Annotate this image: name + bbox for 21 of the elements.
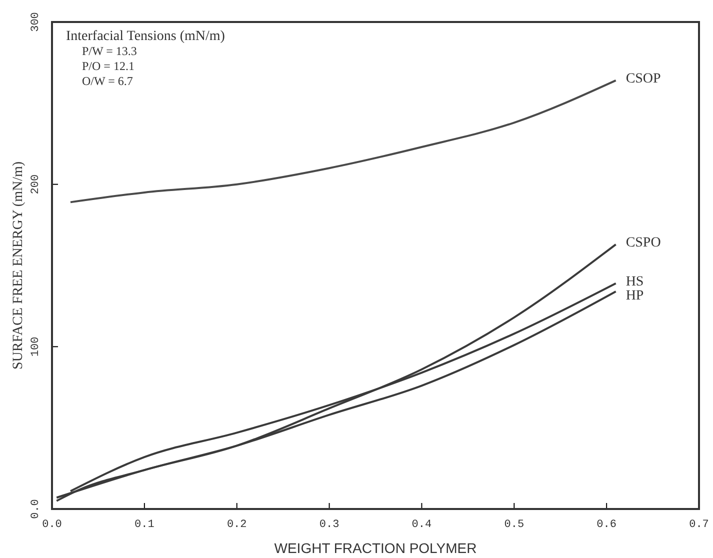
y-tick-label: 200 bbox=[30, 174, 42, 194]
series-label: HP bbox=[626, 288, 644, 304]
x-tick-label: 0.3 bbox=[319, 518, 340, 531]
series-label: CSPO bbox=[626, 235, 661, 250]
x-tick-label: 0.6 bbox=[596, 518, 616, 531]
y-axis-title: SURFACE FREE ENERGY (mN/m) bbox=[11, 161, 26, 370]
annotation: O/W = 6.7 bbox=[82, 74, 133, 88]
annotation: P/W = 13.3 bbox=[82, 44, 137, 58]
series-label: CSOP bbox=[626, 71, 662, 86]
y-tick-label: 300 bbox=[30, 12, 42, 32]
annotation: P/O = 12.1 bbox=[82, 59, 134, 73]
x-tick-label: 0.7 bbox=[689, 518, 709, 531]
x-tick-label: 0.5 bbox=[504, 518, 524, 531]
x-tick-label: 0.2 bbox=[226, 518, 247, 531]
y-tick-label: 100 bbox=[30, 336, 42, 357]
x-tick-label: 0.0 bbox=[42, 518, 62, 531]
x-tick-label: 0.4 bbox=[412, 518, 432, 531]
annotation: Interfacial Tensions (mN/m) bbox=[66, 29, 226, 44]
series-label: HS bbox=[626, 274, 644, 290]
x-axis-title: WEIGHT FRACTION POLYMER bbox=[274, 540, 477, 556]
x-tick-label: 0.1 bbox=[134, 518, 155, 531]
